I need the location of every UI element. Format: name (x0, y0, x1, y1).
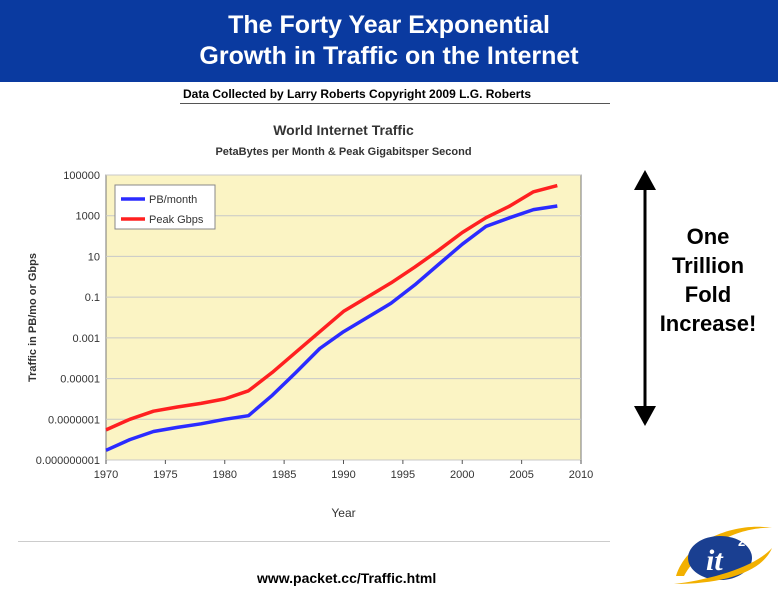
legend-label: Peak Gbps (149, 214, 204, 226)
x-tick-label: 1990 (331, 469, 355, 481)
y-tick-label: 100000 (63, 170, 100, 182)
legend-label: PB/month (149, 194, 197, 206)
logo-text: it (706, 544, 724, 577)
title-banner: The Forty Year Exponential Growth in Tra… (0, 0, 778, 82)
x-tick-label: 1980 (213, 469, 237, 481)
double-arrow-icon (634, 170, 656, 426)
annotation-line: Fold (684, 282, 732, 307)
chart-title: World Internet Traffic (273, 122, 414, 138)
x-tick-label: 1995 (391, 469, 415, 481)
annotation-line: One (686, 224, 730, 249)
legend-box (114, 184, 216, 230)
series-line-pb-month (105, 204, 558, 452)
y-tick-label: 0.001 (72, 333, 100, 345)
logo-superscript: 2 (738, 534, 745, 549)
chart-image: 100000 1000 10 0.1 0.001 0.00001 0.0000001 0.00… (18, 105, 610, 541)
y-tick-label: 0.00001 (60, 374, 100, 386)
annotation-line: Increase! (659, 311, 757, 336)
y-axis-label: Traffic in PB/mo or Gbps (27, 253, 39, 382)
y-tick-label: 0.1 (85, 292, 100, 304)
series-line-peak-gbps (105, 183, 558, 432)
divider (18, 541, 610, 542)
y-tick-label: 10 (88, 251, 100, 263)
data-credit: Data Collected by Larry Roberts Copyrigh… (183, 87, 532, 101)
divider (180, 103, 610, 104)
y-tick-label: 0.000000001 (36, 455, 100, 467)
x-tick-label: 2010 (569, 469, 593, 481)
y-tick-label: 0.0000001 (48, 414, 100, 426)
x-tick-label: 1970 (94, 469, 118, 481)
x-tick-label: 2000 (450, 469, 474, 481)
x-tick-label: 1975 (153, 469, 177, 481)
increase-annotation: One Trillion Fold Increase! (640, 222, 776, 338)
title-line-2: Growth in Traffic on the Internet (199, 42, 579, 70)
it2-logo: it 2 (674, 526, 772, 584)
source-url[interactable]: www.packet.cc/Traffic.html (257, 570, 437, 586)
traffic-chart: 100000 1000 10 0.1 0.001 0.00001 0.0000001 0.00… (27, 122, 593, 520)
x-axis-label: Year (331, 506, 355, 520)
chart-subtitle: PetaBytes per Month & Peak Gigabitsper S… (215, 146, 471, 158)
annotation-line: Trillion (671, 253, 745, 278)
x-tick-label: 1985 (272, 469, 296, 481)
title-line-1: The Forty Year Exponential (228, 11, 550, 39)
y-tick-label: 1000 (76, 211, 100, 223)
x-tick-label: 2005 (509, 469, 533, 481)
